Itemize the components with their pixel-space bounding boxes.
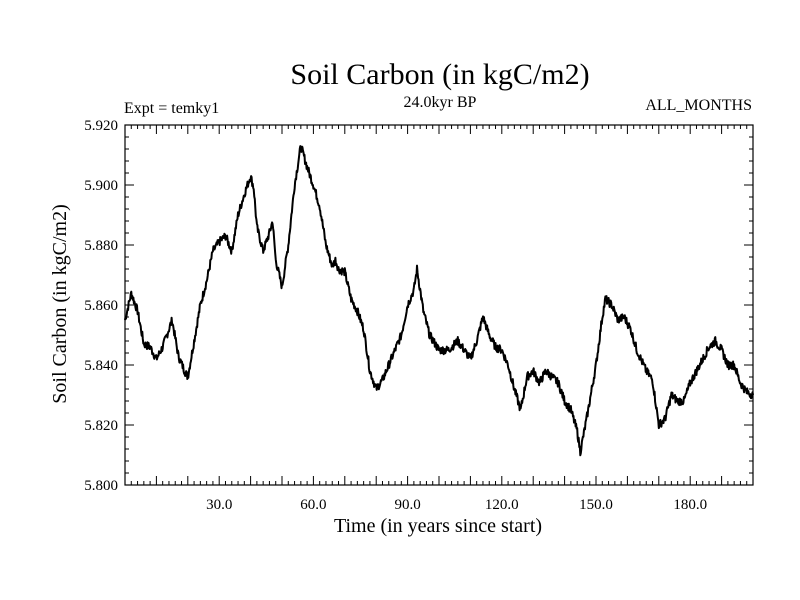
y-tick-label: 5.840 <box>84 358 118 374</box>
y-tick-label: 5.800 <box>84 478 118 494</box>
y-tick-label: 5.900 <box>84 178 118 194</box>
x-tick-label: 30.0 <box>206 497 232 513</box>
series-line-soil-carbon <box>124 145 754 457</box>
plot-frame <box>124 124 754 486</box>
months-label: ALL_MONTHS <box>645 97 752 114</box>
experiment-label: Expt = temky1 <box>124 100 219 117</box>
x-tick-label: 180.0 <box>673 497 707 513</box>
y-tick-label: 5.880 <box>84 238 118 254</box>
y-tick-label: 5.920 <box>84 118 118 134</box>
x-tick-label: 150.0 <box>579 497 613 513</box>
y-tick-label: 5.860 <box>84 298 118 314</box>
x-axis-label: Time (in years since start) <box>334 515 542 537</box>
chart-title: Soil Carbon (in kgC/m2) <box>290 58 589 91</box>
axis-ticks <box>124 124 754 486</box>
chart-subtitle: 24.0kyr BP <box>404 94 477 111</box>
y-axis-label: Soil Carbon (in kgC/m2) <box>49 204 71 403</box>
y-tick-label: 5.820 <box>84 418 118 434</box>
x-tick-label: 120.0 <box>485 497 519 513</box>
x-tick-label: 60.0 <box>300 497 326 513</box>
axis-tick-labels: 30.0 60.0 90.0 120.0 150.0 180.0 5.800 5.820 5.8… <box>84 118 707 513</box>
x-tick-label: 90.0 <box>394 497 420 513</box>
